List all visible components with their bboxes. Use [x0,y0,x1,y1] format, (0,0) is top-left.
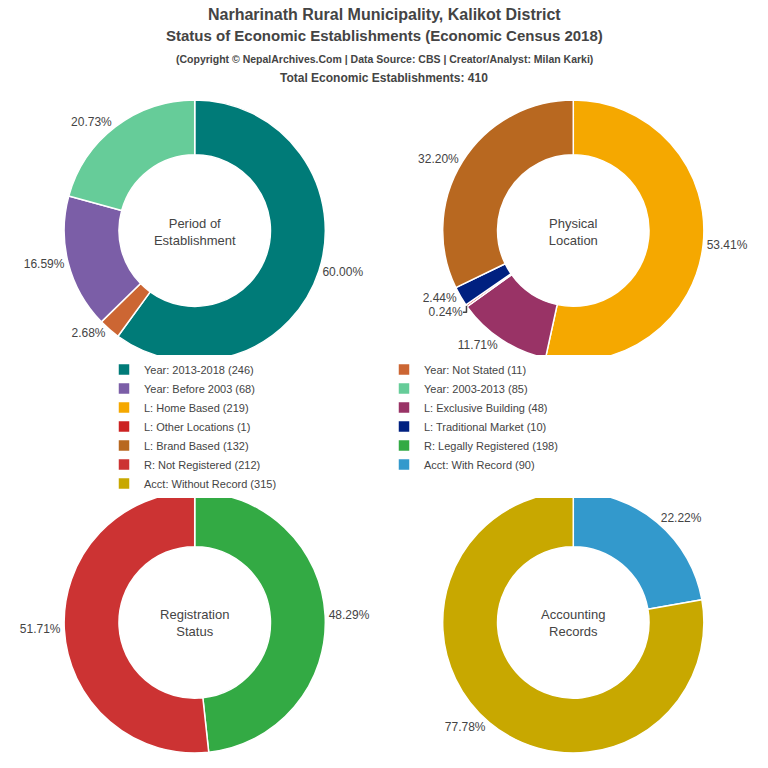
svg-text:AccountingRecords: AccountingRecords [541,607,605,639]
svg-text:Year: 2013-2018 (246): Year: 2013-2018 (246) [144,364,254,376]
svg-text:L: Traditional Market (10): L: Traditional Market (10) [424,421,546,433]
svg-text:R: Legally Registered (198): R: Legally Registered (198) [424,440,558,452]
svg-text:16.59%: 16.59% [24,257,65,271]
svg-text:L: Other Locations (1): L: Other Locations (1) [144,421,250,433]
svg-text:20.73%: 20.73% [71,115,112,129]
svg-text:L: Exclusive Building (48): L: Exclusive Building (48) [424,402,548,414]
svg-text:2.68%: 2.68% [71,326,105,340]
svg-text:0.24%: 0.24% [429,305,463,319]
svg-text:53.41%: 53.41% [707,238,748,252]
svg-text:2.44%: 2.44% [423,291,457,305]
svg-text:Acct: Without Record (315): Acct: Without Record (315) [144,478,276,490]
svg-text:48.29%: 48.29% [329,608,370,622]
svg-text:Year: Before 2003 (68): Year: Before 2003 (68) [144,383,255,395]
svg-text:22.22%: 22.22% [661,511,702,525]
svg-text:Period ofEstablishment: Period ofEstablishment [154,216,236,248]
svg-text:R: Not Registered (212): R: Not Registered (212) [144,459,260,471]
svg-text:RegistrationStatus: RegistrationStatus [160,607,229,639]
svg-text:Year: Not Stated (11): Year: Not Stated (11) [424,364,526,376]
svg-text:Total Economic Establishments:: Total Economic Establishments: 410 [280,71,488,85]
svg-text:L: Home Based (219): L: Home Based (219) [144,402,249,414]
svg-text:60.00%: 60.00% [322,265,363,279]
svg-text:Year: 2003-2013 (85): Year: 2003-2013 (85) [424,383,528,395]
svg-text:PhysicalLocation: PhysicalLocation [549,216,598,248]
svg-text:(Copyright © NepalArchives.Com: (Copyright © NepalArchives.Com | Data So… [176,53,593,65]
svg-text:L: Brand Based (132): L: Brand Based (132) [144,440,249,452]
svg-text:51.71%: 51.71% [20,622,61,636]
svg-text:Acct: With Record (90): Acct: With Record (90) [424,459,535,471]
svg-text:77.78%: 77.78% [445,720,486,734]
svg-text:32.20%: 32.20% [418,152,459,166]
svg-text:Narharinath Rural Municipality: Narharinath Rural Municipality, Kalikot … [208,6,561,23]
svg-text:11.71%: 11.71% [458,338,498,352]
svg-text:Status of Economic Establishme: Status of Economic Establishments (Econo… [166,27,603,44]
